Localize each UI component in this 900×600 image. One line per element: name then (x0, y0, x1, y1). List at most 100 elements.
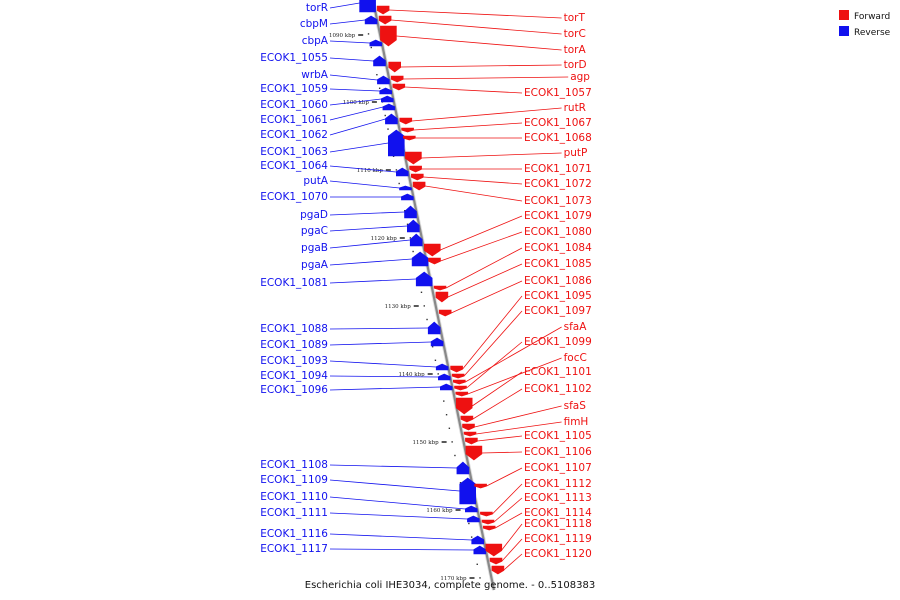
reverse-gene-glyph[interactable] (406, 219, 420, 233)
forward-gene-label[interactable]: ECOK1_1102 (524, 383, 592, 395)
forward-gene-glyph[interactable] (489, 557, 503, 565)
forward-gene-label[interactable]: sfaA (564, 321, 588, 333)
reverse-gene-glyph[interactable] (364, 15, 378, 25)
forward-gene-label[interactable]: sfaS (564, 400, 587, 412)
forward-gene-glyph[interactable] (462, 423, 475, 431)
reverse-gene-label[interactable]: ECOK1_1093 (260, 355, 328, 367)
forward-gene-label[interactable]: torD (564, 59, 587, 71)
reverse-gene-glyph[interactable] (427, 321, 441, 335)
reverse-gene-glyph[interactable] (409, 233, 423, 247)
forward-gene-label[interactable]: ECOK1_1068 (524, 132, 592, 144)
forward-gene-glyph[interactable] (450, 365, 463, 373)
forward-gene-glyph[interactable] (438, 309, 452, 317)
reverse-gene-label[interactable]: pgaD (300, 209, 328, 221)
forward-gene-glyph[interactable] (401, 127, 414, 133)
reverse-gene-label[interactable]: ECOK1_1062 (260, 129, 328, 141)
reverse-gene-label[interactable]: ECOK1_1064 (260, 160, 328, 172)
forward-gene-label[interactable]: ECOK1_1072 (524, 178, 592, 190)
forward-gene-glyph[interactable] (481, 519, 495, 525)
forward-gene-glyph[interactable] (485, 543, 503, 557)
forward-gene-glyph[interactable] (405, 151, 422, 165)
forward-gene-label[interactable]: rutR (564, 102, 586, 114)
forward-gene-label[interactable]: ECOK1_1086 (524, 275, 592, 287)
forward-gene-label[interactable]: ECOK1_1085 (524, 258, 592, 270)
reverse-gene-glyph[interactable] (359, 0, 376, 13)
forward-gene-label[interactable]: ECOK1_1071 (524, 163, 592, 175)
forward-gene-glyph[interactable] (491, 565, 505, 575)
forward-gene-label[interactable]: ECOK1_1084 (524, 242, 592, 254)
reverse-gene-label[interactable]: pgaC (301, 225, 328, 237)
forward-gene-label[interactable]: ECOK1_1106 (524, 446, 592, 458)
forward-gene-glyph[interactable] (451, 373, 465, 379)
reverse-gene-label[interactable]: ECOK1_1110 (260, 491, 328, 503)
forward-gene-glyph[interactable] (474, 483, 487, 489)
reverse-gene-glyph[interactable] (373, 55, 386, 67)
forward-gene-label[interactable]: fimH (564, 416, 589, 428)
forward-gene-label[interactable]: torC (564, 28, 586, 40)
reverse-gene-glyph[interactable] (459, 477, 477, 505)
forward-gene-glyph[interactable] (463, 431, 477, 437)
reverse-gene-glyph[interactable] (395, 167, 409, 177)
forward-gene-glyph[interactable] (435, 291, 449, 303)
forward-gene-label[interactable]: ECOK1_1079 (524, 210, 592, 222)
forward-gene-glyph[interactable] (460, 415, 474, 423)
forward-gene-glyph[interactable] (390, 75, 404, 83)
reverse-gene-label[interactable]: ECOK1_1094 (260, 370, 328, 382)
reverse-gene-label[interactable]: ECOK1_1117 (260, 543, 328, 555)
reverse-gene-label[interactable]: wrbA (301, 69, 329, 81)
forward-gene-glyph[interactable] (376, 5, 390, 15)
forward-gene-glyph[interactable] (380, 25, 397, 47)
reverse-gene-label[interactable]: ECOK1_1088 (260, 323, 328, 335)
reverse-gene-glyph[interactable] (399, 185, 412, 191)
reverse-gene-glyph[interactable] (404, 205, 417, 219)
reverse-gene-glyph[interactable] (380, 95, 394, 103)
forward-gene-label[interactable]: ECOK1_1067 (524, 117, 592, 129)
reverse-gene-label[interactable]: ECOK1_1116 (260, 528, 328, 540)
reverse-gene-label[interactable]: ECOK1_1111 (260, 507, 328, 519)
forward-gene-label[interactable]: ECOK1_1105 (524, 430, 592, 442)
forward-gene-glyph[interactable] (433, 285, 447, 291)
reverse-gene-glyph[interactable] (415, 271, 433, 287)
forward-gene-label[interactable]: ECOK1_1101 (524, 366, 592, 378)
forward-gene-label[interactable]: torA (564, 44, 587, 56)
reverse-gene-label[interactable]: ECOK1_1089 (260, 339, 328, 351)
reverse-gene-glyph[interactable] (385, 113, 398, 125)
forward-gene-label[interactable]: putP (564, 147, 588, 159)
reverse-gene-glyph[interactable] (439, 383, 453, 391)
forward-gene-label[interactable]: ECOK1_1114 (524, 507, 592, 519)
reverse-gene-glyph[interactable] (377, 75, 390, 85)
reverse-gene-label[interactable]: ECOK1_1081 (260, 277, 328, 289)
forward-gene-label[interactable]: ECOK1_1120 (524, 548, 592, 560)
forward-gene-glyph[interactable] (465, 445, 483, 461)
forward-gene-glyph[interactable] (455, 397, 473, 415)
forward-gene-label[interactable]: torT (564, 12, 586, 24)
reverse-gene-label[interactable]: putA (303, 175, 328, 187)
forward-gene-glyph[interactable] (465, 437, 478, 445)
reverse-gene-glyph[interactable] (473, 545, 487, 555)
reverse-gene-label[interactable]: pgaA (301, 259, 329, 271)
forward-gene-label[interactable]: ECOK1_1112 (524, 478, 592, 490)
reverse-gene-glyph[interactable] (369, 39, 383, 47)
forward-gene-label[interactable]: agp (570, 71, 590, 83)
reverse-gene-glyph[interactable] (379, 87, 393, 95)
forward-gene-label[interactable]: ECOK1_1099 (524, 336, 592, 348)
reverse-gene-label[interactable]: torR (306, 2, 328, 14)
forward-gene-glyph[interactable] (409, 165, 422, 173)
forward-gene-label[interactable]: ECOK1_1107 (524, 462, 592, 474)
forward-gene-label[interactable]: ECOK1_1113 (524, 492, 592, 504)
reverse-gene-label[interactable]: ECOK1_1096 (260, 384, 328, 396)
reverse-gene-label[interactable]: ECOK1_1063 (260, 146, 328, 158)
reverse-gene-glyph[interactable] (411, 251, 429, 267)
reverse-gene-glyph[interactable] (401, 193, 414, 201)
reverse-gene-glyph[interactable] (456, 461, 470, 475)
reverse-gene-glyph[interactable] (435, 363, 449, 371)
reverse-gene-label[interactable]: ECOK1_1059 (260, 83, 328, 95)
reverse-gene-glyph[interactable] (430, 337, 444, 347)
forward-gene-label[interactable]: ECOK1_1097 (524, 305, 592, 317)
reverse-gene-label[interactable]: ECOK1_1061 (260, 114, 328, 126)
forward-gene-glyph[interactable] (410, 173, 424, 181)
reverse-gene-glyph[interactable] (387, 129, 405, 157)
reverse-gene-label[interactable]: pgaB (301, 242, 328, 254)
reverse-gene-glyph[interactable] (467, 515, 480, 523)
forward-gene-label[interactable]: ECOK1_1119 (524, 533, 592, 545)
